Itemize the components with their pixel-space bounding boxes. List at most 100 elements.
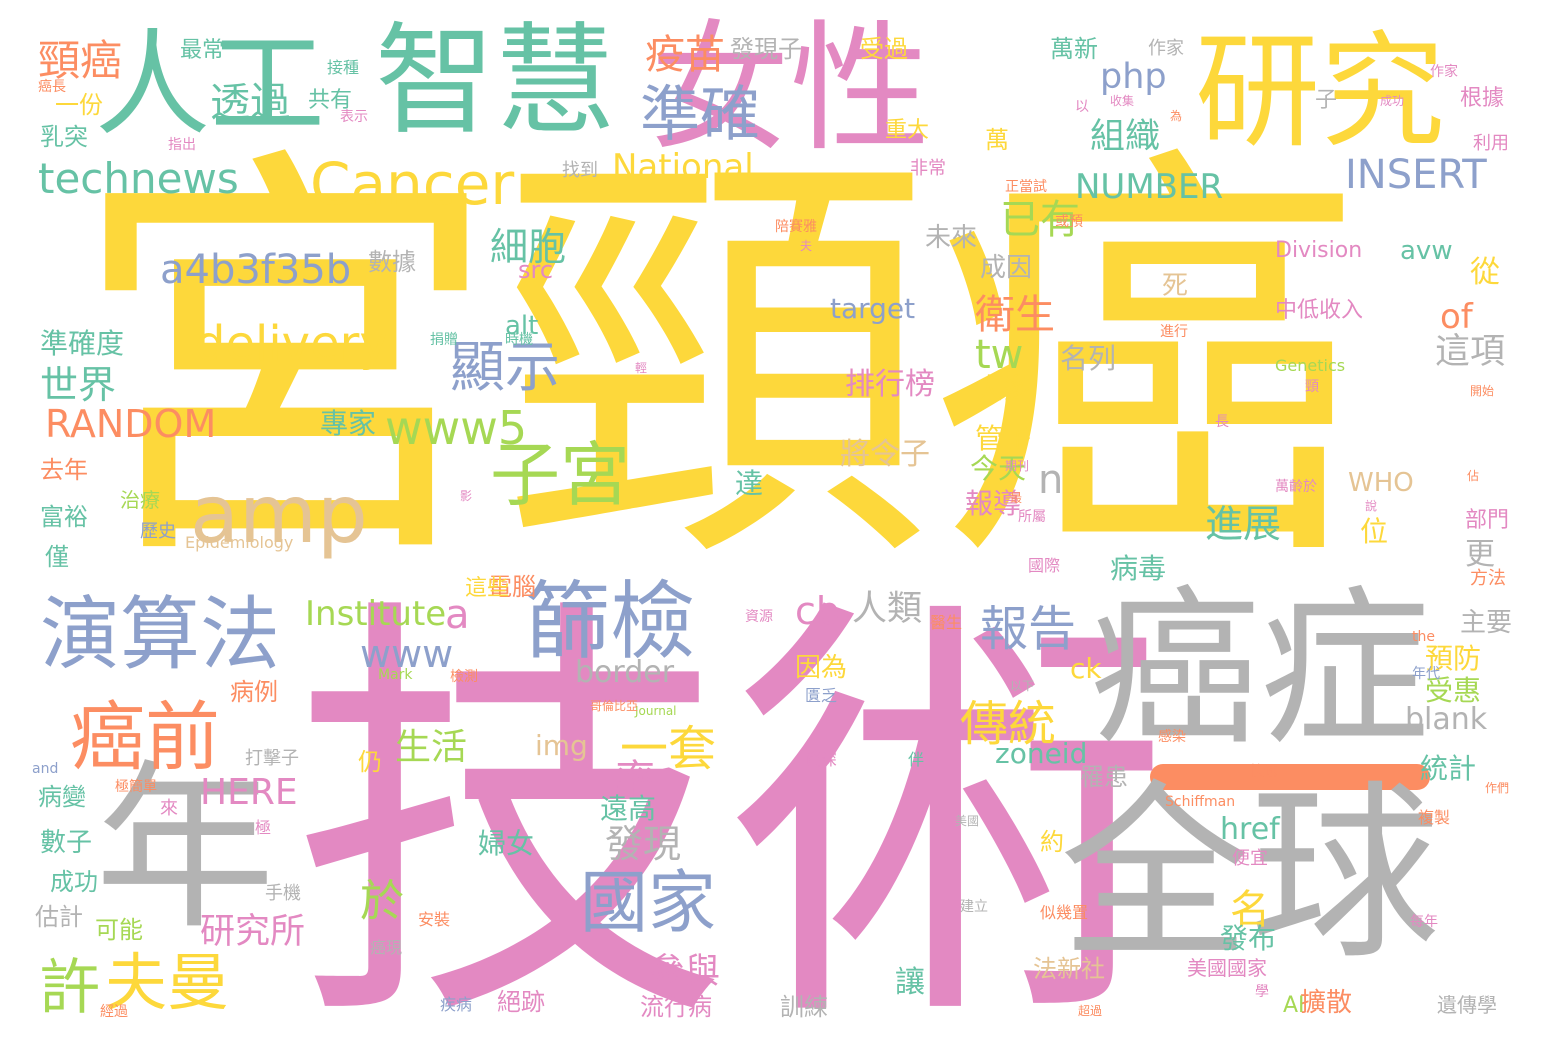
cloud-word-border: border	[575, 655, 675, 690]
cloud-word-jin: 僅	[45, 543, 69, 571]
cloud-word-small1: 資深	[805, 750, 838, 769]
cloud-word-yiyou: 已有	[1000, 197, 1080, 243]
cloud-word-faxian: 發現	[605, 822, 682, 866]
cloud-word-zi: 子	[1315, 88, 1338, 113]
cloud-word-epidemiology: Epidemiology	[185, 533, 294, 552]
cloud-word-small5: 極	[255, 818, 272, 837]
cloud-word-tw: tw	[975, 332, 1024, 378]
cloud-word-shaijian: 篩檢	[525, 573, 696, 672]
cloud-word-lv: 率	[615, 757, 655, 803]
cloud-word-ming: 名	[1230, 887, 1270, 933]
cloud-word-xianshi: 顯示	[450, 335, 561, 399]
cloud-word-meiguo: 美國國家	[1187, 956, 1267, 980]
cloud-word-nvxing: 女性	[650, 8, 931, 171]
cloud-word-who: WHO	[1348, 468, 1414, 498]
cloud-word-amp: amp	[190, 468, 368, 561]
cloud-word-small6: 極簡單	[115, 779, 157, 795]
cloud-word-bingdu: 病毒	[1110, 552, 1167, 585]
cloud-word-yuangao: 遠高	[600, 792, 657, 825]
cloud-word-baogao: 報告	[980, 601, 1077, 657]
cloud-word-niandai: 年代	[1412, 666, 1440, 682]
cloud-word-small18: 說	[1365, 499, 1378, 513]
cloud-word-alt: alt	[505, 311, 539, 341]
cloud-word-jiezhong: 接種	[327, 58, 360, 77]
cloud-word-small4: 來	[160, 798, 178, 819]
cloud-word-bumen: 部門	[1465, 508, 1510, 533]
cloud-word-jingcheng: 經過	[100, 1004, 128, 1020]
cloud-word-small39: 檢測	[450, 669, 478, 685]
cloud-word-shouji: 手機	[265, 883, 301, 904]
cloud-word-zuichang: 最常	[180, 38, 225, 63]
cloud-word-fuzhi: 複製	[1418, 808, 1451, 827]
cloud-word-canyu: 參與	[650, 952, 721, 992]
cloud-word-small8: 時機	[505, 332, 533, 348]
cloud-word-blank: blank	[1405, 702, 1488, 737]
cloud-word-small10: 正當試	[1005, 179, 1047, 195]
cloud-word-jintian: 今天	[970, 452, 1027, 485]
cloud-word-small7: 捐贈	[430, 332, 458, 348]
cloud-word-touguo: 透過	[210, 80, 290, 126]
cloud-word-qunian: 去年	[40, 456, 88, 484]
cloud-word-small21: 作們	[1485, 781, 1510, 795]
cloud-word-technews: technews	[38, 154, 239, 203]
cloud-word-php: php	[1100, 57, 1167, 97]
cloud-word-small14: 進行	[1160, 324, 1188, 340]
cloud-word-bingbian: 病變	[38, 783, 86, 811]
cloud-word-small11: 或預	[1055, 214, 1083, 230]
cloud-word-dianao: 電腦	[488, 573, 536, 601]
cloud-word-xunlian: 訓練	[780, 993, 828, 1021]
cloud-word-nian: 年	[95, 745, 276, 954]
cloud-word-chenggong: 成功	[50, 868, 98, 896]
cloud-word-small27: 表示	[340, 109, 368, 125]
cloud-word-division: Division	[1275, 238, 1363, 263]
cloud-word-zuijia: 作家	[1148, 38, 1184, 59]
cloud-word-small37: 超過	[1078, 1004, 1103, 1018]
cloud-word-faxianzi: 發現子	[730, 35, 802, 63]
cloud-word-small28: 指出	[168, 137, 196, 153]
cloud-word-juezhi: 絕跡	[497, 988, 545, 1016]
cloud-word-jianglingzi: 將令子	[840, 437, 930, 472]
cloud-word-liyong: 利用	[1473, 133, 1509, 154]
cloud-word-yanjiusuo: 研究所	[200, 912, 306, 952]
cloud-word-guji: 估計	[35, 903, 83, 931]
cloud-word-small41: 每年	[1410, 914, 1438, 930]
cloud-word-small29: 癌長	[38, 79, 66, 95]
cloud-word-small30: 作家	[1430, 64, 1458, 80]
cloud-word-fabu: 發布	[1220, 922, 1277, 955]
cloud-word-guojia: 國家	[580, 864, 717, 943]
cloud-word-shuzi: 數子	[40, 828, 93, 858]
cloud-word-gongjingai: 宮頸癌	[70, 115, 1360, 615]
cloud-word-keng: 更	[1465, 537, 1495, 572]
cloud-word-zhongdi: 中低收入	[1275, 298, 1364, 323]
cloud-word-insert: INSERT	[1345, 152, 1487, 198]
cloud-word-yansuanfa: 演算法	[40, 588, 280, 681]
cloud-word-mark: Mark	[378, 667, 413, 683]
cloud-word-tanglao: 癌現	[370, 938, 403, 957]
cloud-word-jibingfa: 疾病	[440, 995, 473, 1014]
cloud-word-wanxin: 萬新	[1050, 35, 1098, 63]
cloud-word-zuzhi: 組織	[1090, 117, 1161, 157]
cloud-word-rutu: 乳突	[40, 123, 88, 151]
cloud-word-zigong: 子宮	[490, 434, 630, 516]
cloud-word-small17: 萬齡於	[1275, 479, 1317, 495]
cloud-word-small33: 收集	[1110, 94, 1135, 108]
cloud-word-small3: 伴	[908, 750, 925, 769]
cloud-word-yifen: 一份	[55, 91, 103, 119]
cloud-word-shouguo: 受過	[860, 35, 908, 63]
cloud-word-of: of	[1440, 297, 1473, 337]
cloud-word-reng: 仍	[358, 748, 382, 776]
cloud-word-cancer: Cancer	[310, 150, 515, 218]
cloud-word-mingliè: 名列	[1060, 342, 1117, 375]
cloud-word-liuxingbing: 流行病	[640, 993, 712, 1021]
cloud-word-genju: 根據	[1460, 86, 1505, 111]
cloud-word-small26: 最	[1010, 491, 1023, 505]
cloud-word-small24: 所屬	[1018, 509, 1046, 525]
cloud-word-shijie: 世界	[40, 363, 117, 407]
cloud-word-paihangbang: 排行榜	[845, 367, 935, 402]
cloud-word-small19: 開始	[1470, 384, 1495, 398]
cloud-word-quanqiu: 全球	[1060, 764, 1441, 985]
cloud-word-fangfa: 方法	[1470, 568, 1506, 589]
cloud-word-random: RANDOM	[45, 402, 217, 446]
cloud-word-yinwei: 因為	[795, 653, 848, 683]
cloud-word-jishu: 技術	[290, 564, 1170, 1052]
